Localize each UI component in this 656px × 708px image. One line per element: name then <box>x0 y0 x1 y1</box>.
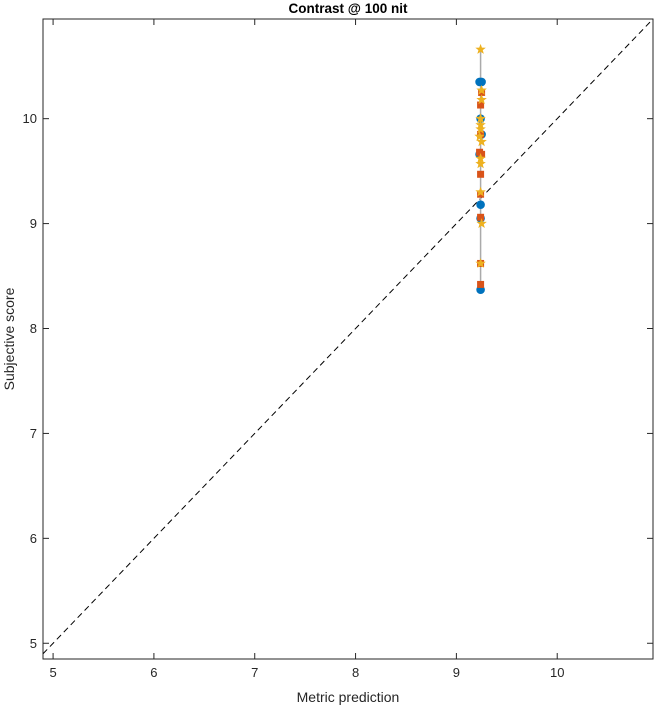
y-tick-label: 10 <box>23 111 37 126</box>
data-point-star <box>475 43 486 54</box>
data-point-star <box>475 186 486 197</box>
data-point-star <box>474 131 485 141</box>
y-tick-label: 9 <box>30 216 37 231</box>
data-point-square <box>477 213 485 221</box>
y-tick-label: 6 <box>30 531 37 546</box>
data-point-star <box>476 218 487 229</box>
identity-reference-line <box>42 18 654 655</box>
data-point-circle <box>477 77 486 87</box>
x-tick-label: 8 <box>352 665 359 680</box>
x-tick-label: 9 <box>453 665 460 680</box>
data-point-square <box>477 101 485 109</box>
y-tick-label: 5 <box>30 636 37 651</box>
data-point-square <box>477 280 485 288</box>
data-point-star <box>476 84 487 95</box>
data-point-square <box>477 170 485 178</box>
data-point-star <box>475 153 486 163</box>
x-tick-label: 6 <box>150 665 157 680</box>
plot-area <box>42 18 654 660</box>
x-tick-label: 5 <box>49 665 56 680</box>
data-point-star <box>476 94 487 105</box>
data-point-star <box>475 123 486 134</box>
y-tick-label: 8 <box>30 321 37 336</box>
y-axis-ticks: 5 6 7 8 9 10 <box>23 111 653 651</box>
data-point-square <box>478 150 486 158</box>
chart-title: Contrast @ 100 nit <box>289 1 408 16</box>
data-point-star <box>476 136 487 147</box>
x-tick-label: 7 <box>251 665 258 680</box>
data-point-star <box>475 257 486 268</box>
data-point-star <box>475 158 486 169</box>
x-tick-label: 10 <box>550 665 564 680</box>
x-axis-ticks: 5 6 7 8 9 10 <box>49 19 564 680</box>
x-axis-label: Metric prediction <box>297 689 400 705</box>
y-tick-label: 7 <box>30 426 37 441</box>
y-axis-label: Subjective score <box>1 287 17 390</box>
data-point-circle <box>476 200 485 210</box>
data-points-layer <box>474 43 487 294</box>
data-point-star <box>475 113 486 124</box>
reference-line-layer <box>42 18 654 655</box>
